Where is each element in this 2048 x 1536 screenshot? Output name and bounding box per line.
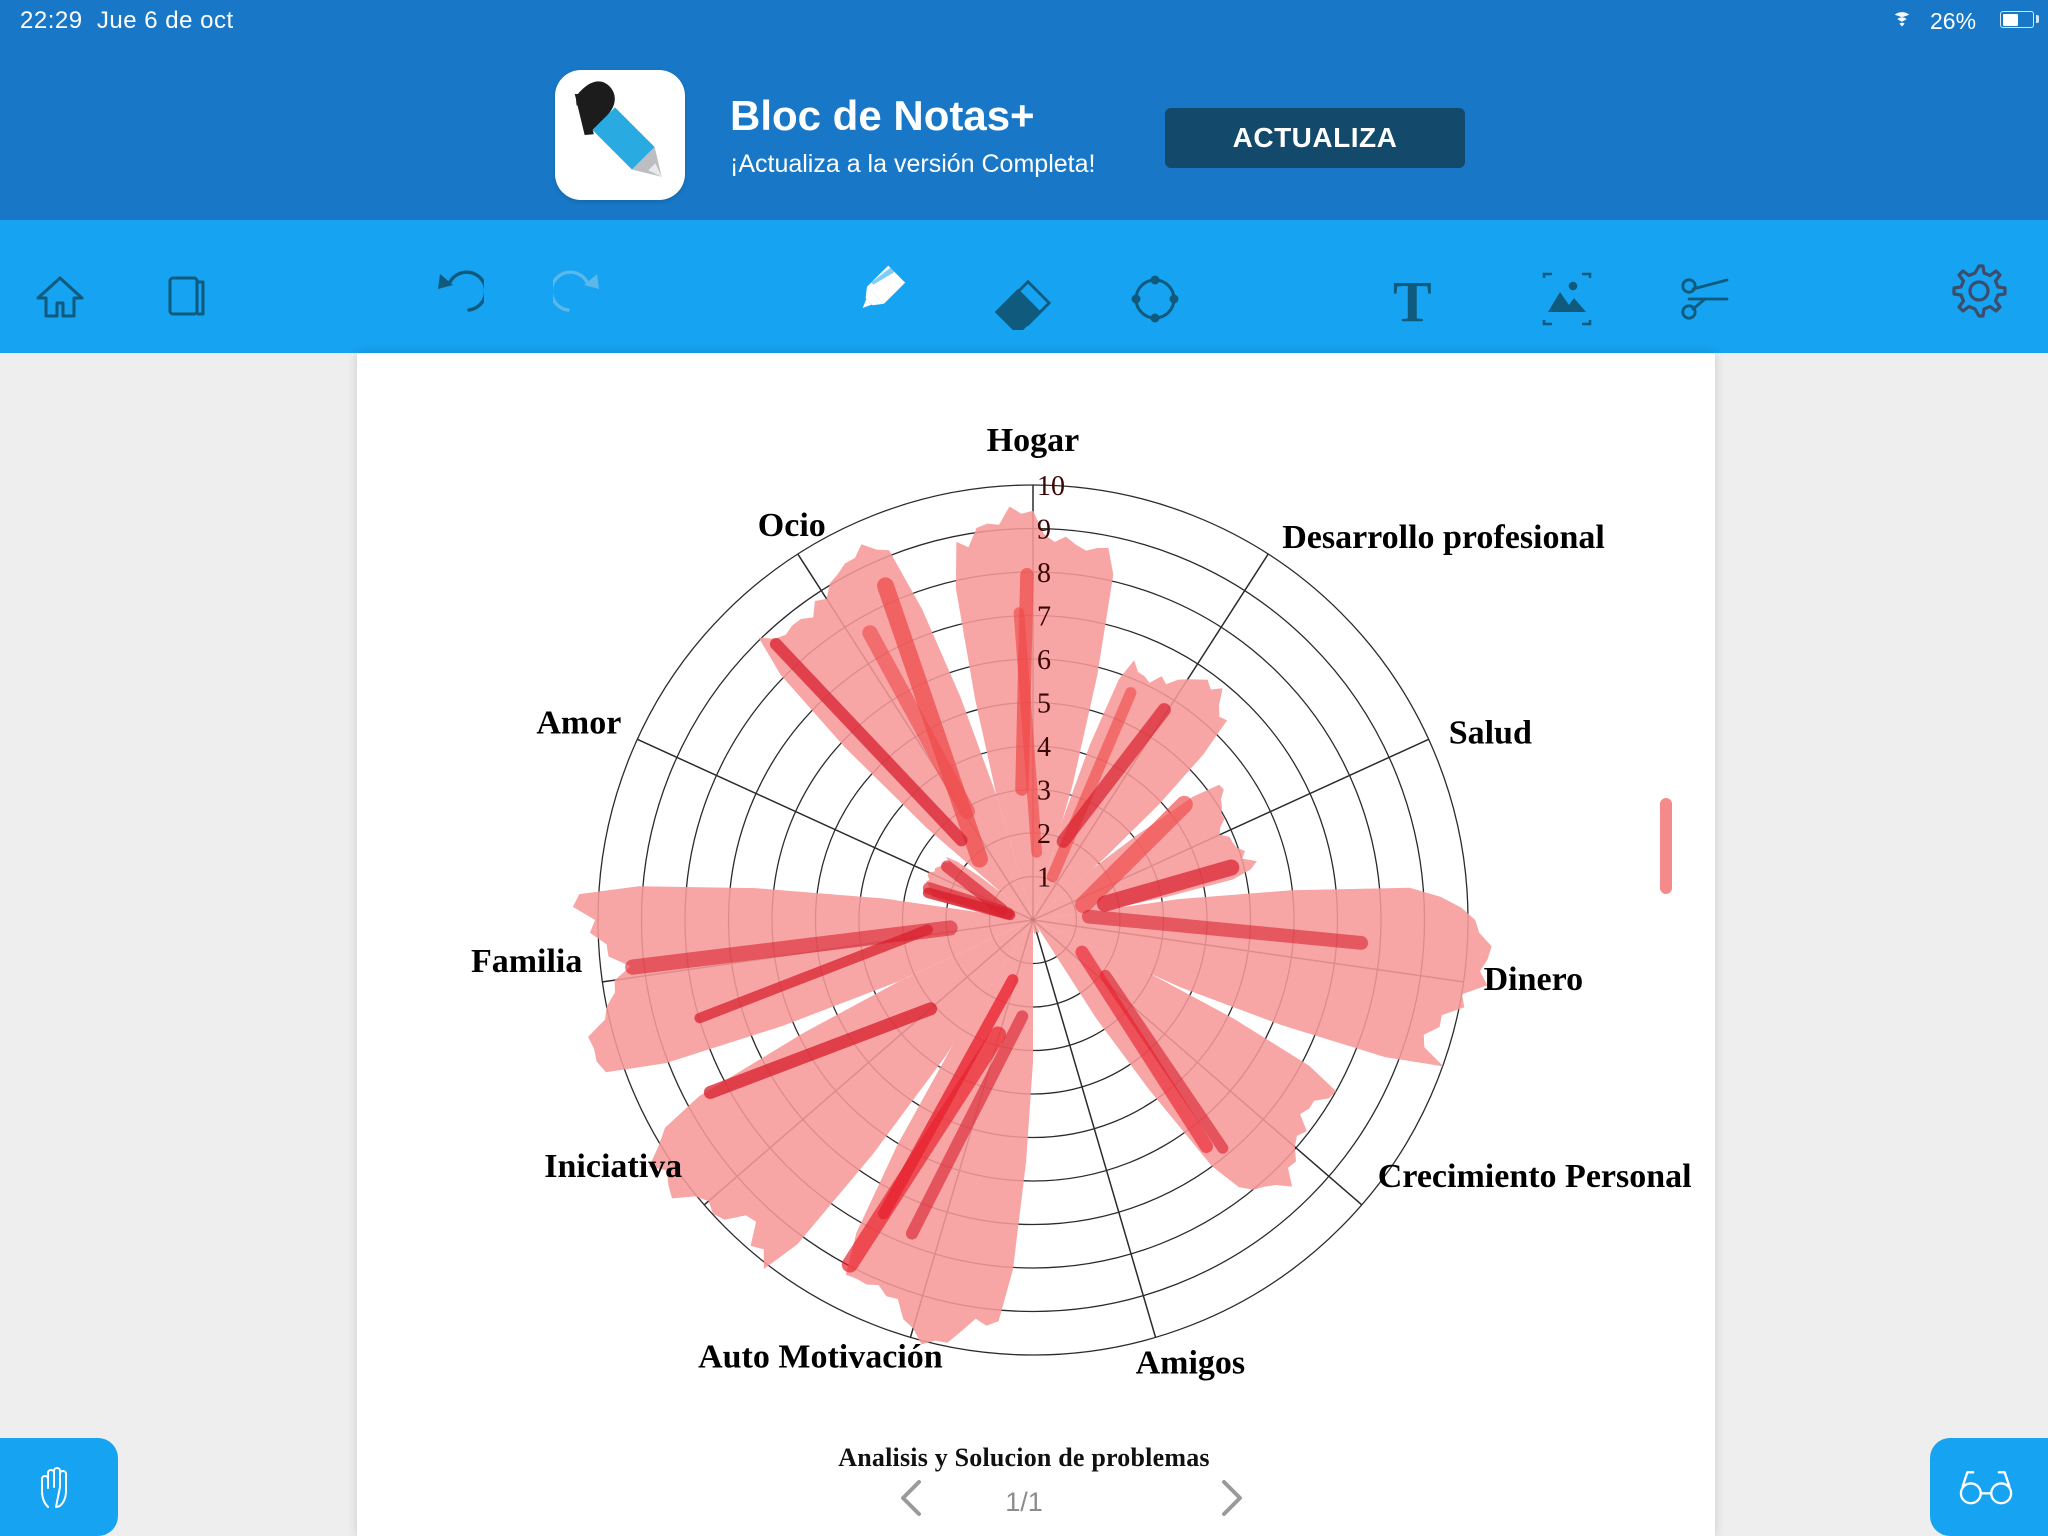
svg-text:Ocio: Ocio	[758, 507, 826, 544]
svg-text:Desarrollo profesional: Desarrollo profesional	[1282, 519, 1605, 556]
svg-text:Salud: Salud	[1449, 714, 1532, 751]
svg-text:Iniciativa: Iniciativa	[544, 1148, 682, 1185]
svg-text:Auto Motivación: Auto Motivación	[698, 1338, 943, 1375]
svg-text:Amor: Amor	[536, 704, 621, 741]
svg-text:7: 7	[1037, 602, 1051, 633]
svg-text:8: 8	[1037, 558, 1051, 589]
svg-text:Hogar: Hogar	[987, 422, 1080, 459]
svg-text:10: 10	[1037, 471, 1065, 502]
svg-text:Dinero: Dinero	[1484, 961, 1583, 998]
svg-text:1: 1	[1037, 863, 1051, 894]
svg-text:6: 6	[1037, 645, 1051, 676]
svg-text:4: 4	[1037, 732, 1051, 763]
svg-text:Crecimiento Personal: Crecimiento Personal	[1378, 1158, 1692, 1195]
svg-text:Familia: Familia	[471, 943, 582, 980]
svg-text:2: 2	[1037, 819, 1051, 850]
svg-text:3: 3	[1037, 776, 1051, 807]
svg-text:Amigos: Amigos	[1136, 1344, 1246, 1381]
svg-text:9: 9	[1037, 515, 1051, 546]
svg-text:5: 5	[1037, 689, 1051, 720]
